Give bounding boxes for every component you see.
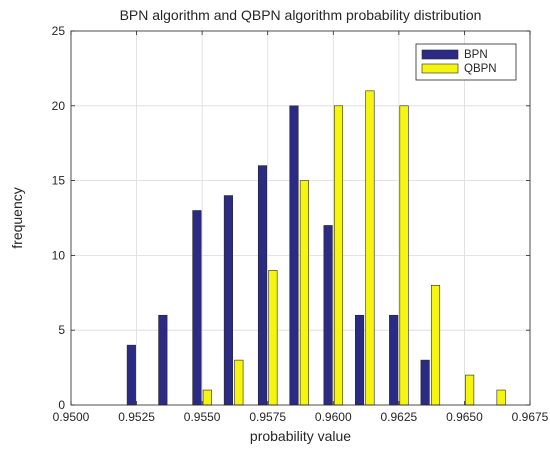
x-tick-label: 0.9675 [512,410,549,424]
bar-qbpn [496,389,506,406]
legend: BPN QBPN [415,43,517,81]
bar-bpn [355,314,365,406]
bar-bpn [289,105,299,406]
x-tick-label: 0.9625 [381,410,418,424]
y-tick-label: 5 [58,323,65,337]
bar-bpn [192,210,202,406]
bar-qbpn [333,105,344,406]
bar-qbpn [465,374,475,406]
y-axis-label: frequency [9,187,25,248]
y-tick-label: 10 [52,248,66,262]
x-tick-label: 0.9575 [249,410,286,424]
y-tick-label: 15 [52,174,66,188]
legend-swatch-qbpn [421,63,459,74]
y-tick-label: 20 [52,99,66,113]
x-tick-label: 0.9525 [118,410,155,424]
x-tick-label: 0.9600 [315,410,352,424]
bar-bpn [323,225,333,406]
x-tick-label: 0.9650 [446,410,483,424]
x-axis-label: probability value [250,428,351,444]
bar-qbpn [202,389,212,406]
bar-bpn [257,165,268,406]
x-tick-label: 0.9550 [184,410,221,424]
bars [126,90,506,406]
bar-bpn [126,344,136,406]
x-tick-label: 0.9500 [53,410,90,424]
bar-bpn [158,314,168,406]
bar-qbpn [234,359,244,406]
bar-qbpn [365,90,375,406]
bar-qbpn [299,180,309,406]
y-tick-label: 0 [58,398,65,412]
legend-swatch-bpn [421,49,459,60]
bar-qbpn [268,270,278,406]
bar-qbpn [399,105,409,406]
chart-title: BPN algorithm and QBPN algorithm probabi… [120,7,482,23]
bar-bpn [223,195,233,406]
legend-label-bpn: BPN [464,49,488,61]
y-tick-label: 25 [52,24,66,38]
bar-bpn [389,314,399,406]
bar-qbpn [430,285,441,406]
legend-label-qbpn: QBPN [464,63,497,75]
plot-frame [70,30,531,406]
bar-bpn [420,359,430,406]
axis-ticks: 0.9500 0.9525 0.9550 0.9575 0.9600 0.9625 0.96… [52,24,549,424]
